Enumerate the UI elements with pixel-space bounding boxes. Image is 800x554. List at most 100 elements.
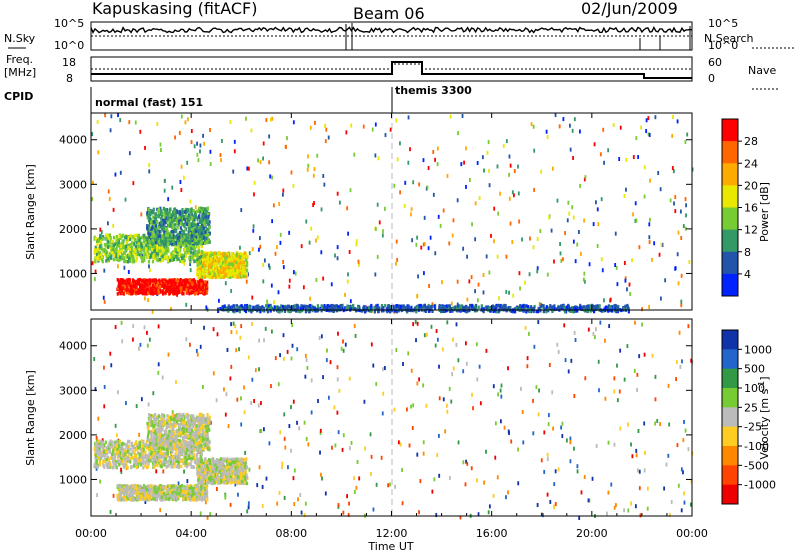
band-point [180, 228, 183, 233]
scatter-point [533, 187, 536, 192]
band-point [164, 290, 167, 295]
band-point [216, 307, 220, 312]
band-point [124, 254, 127, 259]
scatter-point [636, 372, 639, 377]
band-point [152, 254, 155, 259]
scatter-point [146, 224, 148, 229]
scatter-point [159, 508, 162, 513]
scatter-point [268, 441, 271, 446]
scatter-point [420, 245, 423, 250]
scatter-point [125, 401, 127, 406]
band-point [239, 255, 242, 259]
scatter-point [499, 191, 502, 196]
band-point [579, 303, 582, 308]
band-point [182, 237, 185, 241]
band-point [118, 258, 121, 262]
scatter-point [583, 279, 586, 284]
colorbar-tick-label: 16 [744, 202, 758, 215]
band-point [570, 307, 573, 311]
scatter-point [146, 330, 148, 335]
scatter-point [174, 135, 176, 140]
freq-tick-bottom: 8 [66, 72, 73, 85]
band-point [200, 223, 204, 228]
band-point [373, 305, 376, 310]
scatter-point [189, 199, 192, 204]
scatter-point [215, 486, 218, 491]
band-point [198, 210, 202, 214]
scatter-point [108, 196, 111, 201]
band-point [140, 250, 143, 255]
band-point [150, 254, 153, 258]
band-point [424, 309, 428, 313]
band-point [111, 246, 114, 250]
band-point [125, 238, 128, 243]
band-point [415, 309, 418, 314]
scatter-point [572, 215, 575, 220]
scatter-point [399, 442, 402, 447]
band-point [107, 234, 110, 238]
band-point [190, 212, 193, 216]
band-point [242, 265, 245, 270]
band-point [199, 268, 203, 273]
scatter-point [288, 230, 291, 235]
scatter-point [579, 129, 581, 134]
scatter-point [536, 269, 539, 274]
band-point [492, 305, 495, 310]
band-point [125, 285, 128, 290]
band-point [256, 305, 259, 309]
scatter-point [456, 279, 459, 284]
band-point [193, 292, 197, 296]
band-point [132, 279, 136, 283]
scatter-point [556, 342, 559, 347]
scatter-point [189, 262, 192, 267]
scatter-point [564, 358, 567, 363]
scatter-point [233, 139, 236, 144]
scatter-point [671, 166, 674, 171]
scatter-point [573, 117, 576, 122]
band-point [182, 291, 185, 296]
band-point [125, 259, 128, 264]
band-point [187, 218, 190, 223]
band-point [202, 261, 205, 265]
band-point [216, 274, 219, 279]
scatter-point [547, 422, 550, 427]
scatter-point [428, 283, 430, 288]
band-point [238, 266, 241, 270]
band-point [113, 247, 116, 252]
band-point [149, 216, 152, 220]
band-point [190, 214, 193, 218]
band-point [477, 305, 480, 310]
band-point [118, 250, 121, 254]
band-point [170, 281, 173, 286]
band-point [179, 259, 182, 264]
band-point [153, 237, 157, 242]
band-point [219, 256, 222, 261]
band-point [183, 281, 187, 286]
scatter-point [436, 337, 439, 342]
scatter-point [532, 398, 534, 403]
scatter-point [685, 213, 687, 218]
scatter-point [101, 438, 104, 443]
scatter-point [316, 235, 319, 240]
band-point [153, 226, 156, 231]
scatter-point [548, 413, 550, 418]
band-point [610, 309, 614, 313]
scatter-point [271, 175, 273, 180]
band-point [198, 280, 201, 284]
band-point [197, 215, 200, 220]
scatter-point [327, 395, 330, 400]
band-point [138, 252, 141, 257]
scatter-point [395, 118, 398, 123]
scatter-point [374, 272, 377, 277]
band-point [441, 305, 444, 309]
band-point [179, 226, 182, 230]
scatter-point [497, 392, 499, 397]
band-point [172, 235, 175, 240]
band-point [245, 303, 249, 308]
colorbar-tick-label: 28 [744, 135, 758, 148]
scatter-point [664, 278, 667, 283]
band-point [133, 242, 136, 246]
scatter-point [493, 206, 496, 211]
scatter-point [276, 245, 278, 250]
band-point [142, 246, 145, 251]
